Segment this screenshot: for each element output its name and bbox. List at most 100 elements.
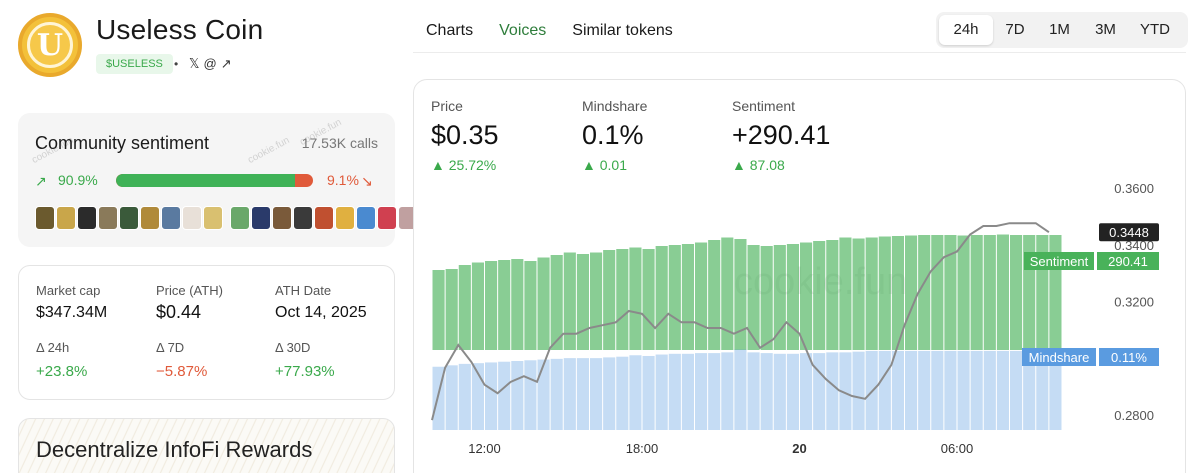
sentiment-bar xyxy=(905,235,918,350)
sentiment-bar xyxy=(852,238,865,350)
x-tick-label: 12:00 xyxy=(468,441,501,456)
mindshare-tag-name: Mindshare xyxy=(1029,350,1090,365)
bearish-avatar[interactable] xyxy=(377,206,397,230)
promo-title: Decentralize InfoFi Rewards xyxy=(36,437,313,462)
bullish-avatar[interactable] xyxy=(140,206,160,230)
mindshare-bar xyxy=(603,357,616,430)
mindshare-bar xyxy=(786,353,799,430)
bearish-avatar[interactable] xyxy=(230,206,250,230)
mindshare-bar xyxy=(905,350,918,430)
price-chart[interactable]: cookie.fun 0.36000.34000.32000.30000.280… xyxy=(414,170,1185,470)
sentiment-bar xyxy=(458,265,471,350)
mindshare-bar xyxy=(590,358,603,430)
bearish-avatar[interactable] xyxy=(251,206,271,230)
mindshare-bar xyxy=(734,349,747,430)
bullish-avatar[interactable] xyxy=(161,206,181,230)
sentiment-bar xyxy=(642,249,655,350)
tab-voices[interactable]: Voices xyxy=(499,22,547,39)
mindshare-bar xyxy=(852,351,865,430)
tab-charts[interactable]: Charts xyxy=(426,22,474,39)
external-link-icon[interactable]: ↗ xyxy=(220,56,232,71)
market-cap-label: Market cap xyxy=(36,283,101,298)
sentiment-bar xyxy=(471,262,484,350)
x-axis-ticks: 12:00 18:00 20 06:00 xyxy=(468,441,973,456)
change-7d-label: Δ 7D xyxy=(156,340,185,355)
mindshare-bar xyxy=(983,350,996,430)
range-1m[interactable]: 1M xyxy=(1049,21,1070,38)
sentiment-bar xyxy=(931,235,944,350)
mindshare-bar xyxy=(498,361,511,430)
sentiment-bar xyxy=(839,237,852,350)
x-tick-label: 18:00 xyxy=(626,441,659,456)
change-7d-value: −5.87% xyxy=(156,363,208,380)
sentiment-bar xyxy=(576,254,589,350)
at-icon[interactable]: @ xyxy=(203,56,217,71)
mindshare-bar xyxy=(878,350,891,430)
mindshare-tag-value: 0.11% xyxy=(1111,350,1147,365)
bullish-avatar[interactable] xyxy=(203,206,223,230)
tab-similar-tokens[interactable]: Similar tokens xyxy=(572,22,673,39)
sentiment-bar xyxy=(826,240,839,350)
range-ytd[interactable]: YTD xyxy=(1140,21,1170,38)
sentiment-bar xyxy=(944,235,957,350)
ath-date-label: ATH Date xyxy=(275,283,332,298)
mindshare-bar xyxy=(695,353,708,430)
y-tick-label: 0.2800 xyxy=(1114,408,1154,423)
ath-date-value: Oct 14, 2025 xyxy=(275,304,367,321)
mindshare-bar xyxy=(721,352,734,430)
sentiment-bar xyxy=(760,246,773,350)
range-3m[interactable]: 3M xyxy=(1095,21,1116,38)
sentiment-bar xyxy=(537,257,550,350)
bearish-avatar[interactable] xyxy=(335,206,355,230)
sentiment-tag-value: 290.41 xyxy=(1108,254,1148,269)
sentiment-bar xyxy=(721,237,734,350)
sentiment-bar xyxy=(616,249,629,350)
bullish-avatar[interactable] xyxy=(56,206,76,230)
mindshare-bar xyxy=(760,353,773,430)
sentiment-bar xyxy=(773,245,786,350)
mindshare-bar xyxy=(747,352,760,430)
sentiment-bar xyxy=(485,261,498,350)
bearish-avatar[interactable] xyxy=(272,206,292,230)
bullish-avatar[interactable] xyxy=(35,206,55,230)
mindshare-bar xyxy=(970,350,983,430)
watermark-text: cookie.fun xyxy=(246,134,292,167)
price-line xyxy=(431,222,1050,421)
mindshare-bar xyxy=(576,358,589,430)
bearish-avatar[interactable] xyxy=(293,206,313,230)
mindshare-bar xyxy=(511,361,524,430)
sentiment-bar xyxy=(970,235,983,350)
bullish-avatar[interactable] xyxy=(119,206,139,230)
metric-price-label: Price xyxy=(431,98,463,114)
bullish-avatar[interactable] xyxy=(77,206,97,230)
promo-banner[interactable]: Decentralize InfoFi Rewards xyxy=(18,418,395,473)
mindshare-bar xyxy=(800,353,813,430)
sentiment-tag-name-bg xyxy=(1024,252,1094,270)
mindshare-tag-name-bg xyxy=(1022,348,1096,366)
mindshare-bar xyxy=(1049,350,1062,430)
sentiment-tag-name: Sentiment xyxy=(1030,254,1089,269)
sentiment-bar-bullish-fill xyxy=(116,174,296,187)
mindshare-bar xyxy=(944,350,957,430)
range-24h[interactable]: 24h xyxy=(939,15,993,45)
bullish-avatar[interactable] xyxy=(182,206,202,230)
sentiment-bar xyxy=(800,242,813,350)
ath-price-label: Price (ATH) xyxy=(156,283,223,298)
sentiment-bar xyxy=(498,260,511,350)
mindshare-bar xyxy=(668,353,681,430)
change-24h-label: Δ 24h xyxy=(36,340,70,355)
community-sentiment-card: cookie.fun cookie.fun cookie.fun Communi… xyxy=(18,113,418,247)
x-icon[interactable]: 𝕏 xyxy=(189,56,200,71)
bullish-avatar[interactable] xyxy=(98,206,118,230)
sentiment-bar xyxy=(603,250,616,350)
mindshare-bar xyxy=(681,353,694,430)
series-tags: 0.3448 Sentiment 290.41 Mindshare 0.11% xyxy=(1022,223,1159,366)
metric-price-value: $0.35 xyxy=(431,120,499,150)
mindshare-bar xyxy=(642,355,655,430)
bullish-percent: 90.9% xyxy=(58,172,98,188)
bearish-avatar[interactable] xyxy=(356,206,376,230)
price-line-group xyxy=(431,222,1050,421)
mindshare-bar xyxy=(537,359,550,430)
bearish-avatar[interactable] xyxy=(314,206,334,230)
range-7d[interactable]: 7D xyxy=(1005,21,1025,38)
